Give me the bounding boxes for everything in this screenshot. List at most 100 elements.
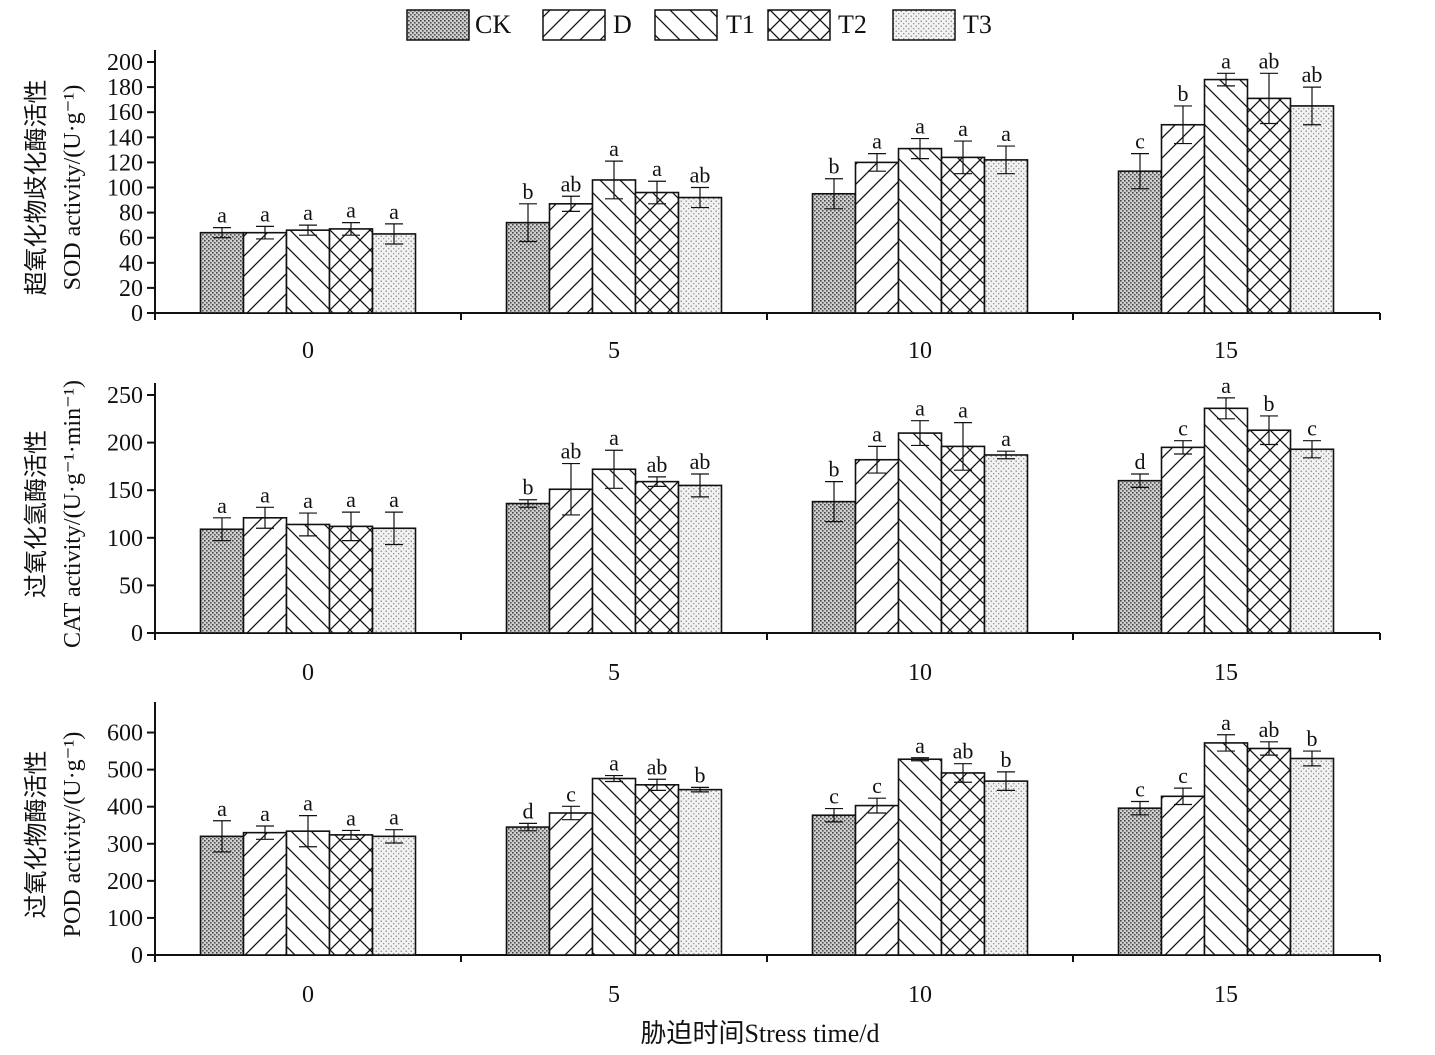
significance-label: a xyxy=(303,791,313,816)
significance-label: ab xyxy=(647,452,668,477)
bar-t1-day-0 xyxy=(285,229,331,314)
y-tick-label: 250 xyxy=(107,383,143,409)
y-tick-label: 160 xyxy=(107,100,143,126)
significance-label: a xyxy=(958,398,968,423)
x-tick-label: 10 xyxy=(908,982,932,1008)
bar-t1-day-0 xyxy=(285,523,331,634)
y-tick-label: 140 xyxy=(107,125,143,151)
bar-t1-day-15 xyxy=(1203,78,1249,314)
bar-ck-day-10 xyxy=(811,500,857,634)
bar-d-day-0 xyxy=(242,831,288,956)
bar-t2-day-15 xyxy=(1246,429,1292,634)
legend-label-t3: T3 xyxy=(963,10,992,39)
bar-t2-day-5 xyxy=(634,784,680,956)
bar-d-day-15 xyxy=(1160,446,1206,634)
y-tick-label: 40 xyxy=(119,251,143,277)
bar-t2-day-10 xyxy=(940,156,986,314)
bar-t3-day-0 xyxy=(371,527,417,634)
bar-t1-day-15 xyxy=(1203,407,1249,634)
significance-label: a xyxy=(609,751,619,776)
significance-label: a xyxy=(217,493,227,518)
bar-ck-day-0 xyxy=(199,528,245,634)
significance-label: c xyxy=(1178,416,1188,441)
y-tick-label: 200 xyxy=(107,869,143,895)
significance-label: ab xyxy=(690,449,711,474)
significance-label: ab xyxy=(953,739,974,764)
significance-label: ab xyxy=(1259,717,1280,742)
significance-label: a xyxy=(958,116,968,141)
significance-label: a xyxy=(217,796,227,821)
bar-t2-day-10 xyxy=(940,772,986,956)
bar-ck-day-0 xyxy=(199,835,245,956)
bar-t3-day-0 xyxy=(371,233,417,314)
y-tick-label: 150 xyxy=(107,478,143,504)
bar-t1-day-15 xyxy=(1203,742,1249,956)
significance-label: c xyxy=(1307,416,1317,441)
bar-ck-day-0 xyxy=(199,231,245,314)
bar-ck-day-10 xyxy=(811,192,857,314)
x-tick-label: 10 xyxy=(908,338,932,364)
significance-label: a xyxy=(1221,373,1231,398)
bar-d-day-15 xyxy=(1160,123,1206,314)
y-axis-label-en: CAT activity/(U·g⁻¹·min⁻¹) xyxy=(60,380,86,648)
bar-d-day-5 xyxy=(548,203,594,314)
bar-d-day-15 xyxy=(1160,795,1206,956)
bar-t3-day-15 xyxy=(1289,448,1335,634)
legend-label-ck: CK xyxy=(475,10,511,39)
bar-ck-day-5 xyxy=(505,502,551,634)
significance-label: b xyxy=(523,179,534,204)
bar-ck-day-15 xyxy=(1117,170,1163,314)
bar-ck-day-10 xyxy=(811,814,857,956)
x-tick-label: 0 xyxy=(302,338,314,364)
legend-swatch-t3 xyxy=(892,9,956,41)
significance-label: d xyxy=(523,798,534,823)
significance-label: c xyxy=(1135,129,1145,154)
significance-label: a xyxy=(260,482,270,507)
bar-t3-day-5 xyxy=(677,484,723,634)
bar-t3-day-15 xyxy=(1289,757,1335,956)
significance-label: b xyxy=(1264,391,1275,416)
x-tick-label: 15 xyxy=(1214,982,1238,1008)
bar-t2-day-0 xyxy=(328,834,374,956)
y-tick-label: 0 xyxy=(131,943,143,969)
legend-label-d: D xyxy=(613,10,632,39)
significance-label: c xyxy=(566,781,576,806)
bar-t1-day-10 xyxy=(897,432,943,634)
significance-label: a xyxy=(303,488,313,513)
bar-t1-day-5 xyxy=(591,468,637,634)
bar-t2-day-5 xyxy=(634,191,680,314)
significance-label: a xyxy=(915,396,925,421)
legend-label-t2: T2 xyxy=(838,10,867,39)
bar-t1-day-5 xyxy=(591,777,637,956)
significance-label: a xyxy=(303,200,313,225)
significance-label: a xyxy=(1001,426,1011,451)
y-tick-label: 50 xyxy=(119,573,143,599)
y-tick-label: 600 xyxy=(107,721,143,747)
significance-label: c xyxy=(872,773,882,798)
significance-label: a xyxy=(915,733,925,758)
y-tick-label: 180 xyxy=(107,75,143,101)
x-tick-label: 10 xyxy=(908,660,932,686)
significance-label: c xyxy=(1135,777,1145,802)
y-tick-label: 100 xyxy=(107,526,143,552)
x-axis-title: 胁迫时间Stress time/d xyxy=(640,1019,879,1048)
bar-t2-day-5 xyxy=(634,480,680,634)
significance-label: b xyxy=(695,762,706,787)
x-tick-label: 5 xyxy=(608,660,620,686)
legend-swatch-ck xyxy=(406,9,470,41)
bar-t3-day-0 xyxy=(371,835,417,956)
bar-t1-day-10 xyxy=(897,147,943,314)
significance-label: a xyxy=(1001,121,1011,146)
bar-t2-day-15 xyxy=(1246,97,1292,314)
bar-t3-day-5 xyxy=(677,196,723,314)
y-axis-label-cn: 过氧化氢酶活性 xyxy=(23,430,50,598)
bar-d-day-10 xyxy=(854,804,900,956)
significance-label: a xyxy=(1221,710,1231,735)
y-tick-label: 400 xyxy=(107,795,143,821)
legend-swatch-t1 xyxy=(654,9,718,41)
significance-label: a xyxy=(1221,48,1231,73)
significance-label: a xyxy=(609,425,619,450)
